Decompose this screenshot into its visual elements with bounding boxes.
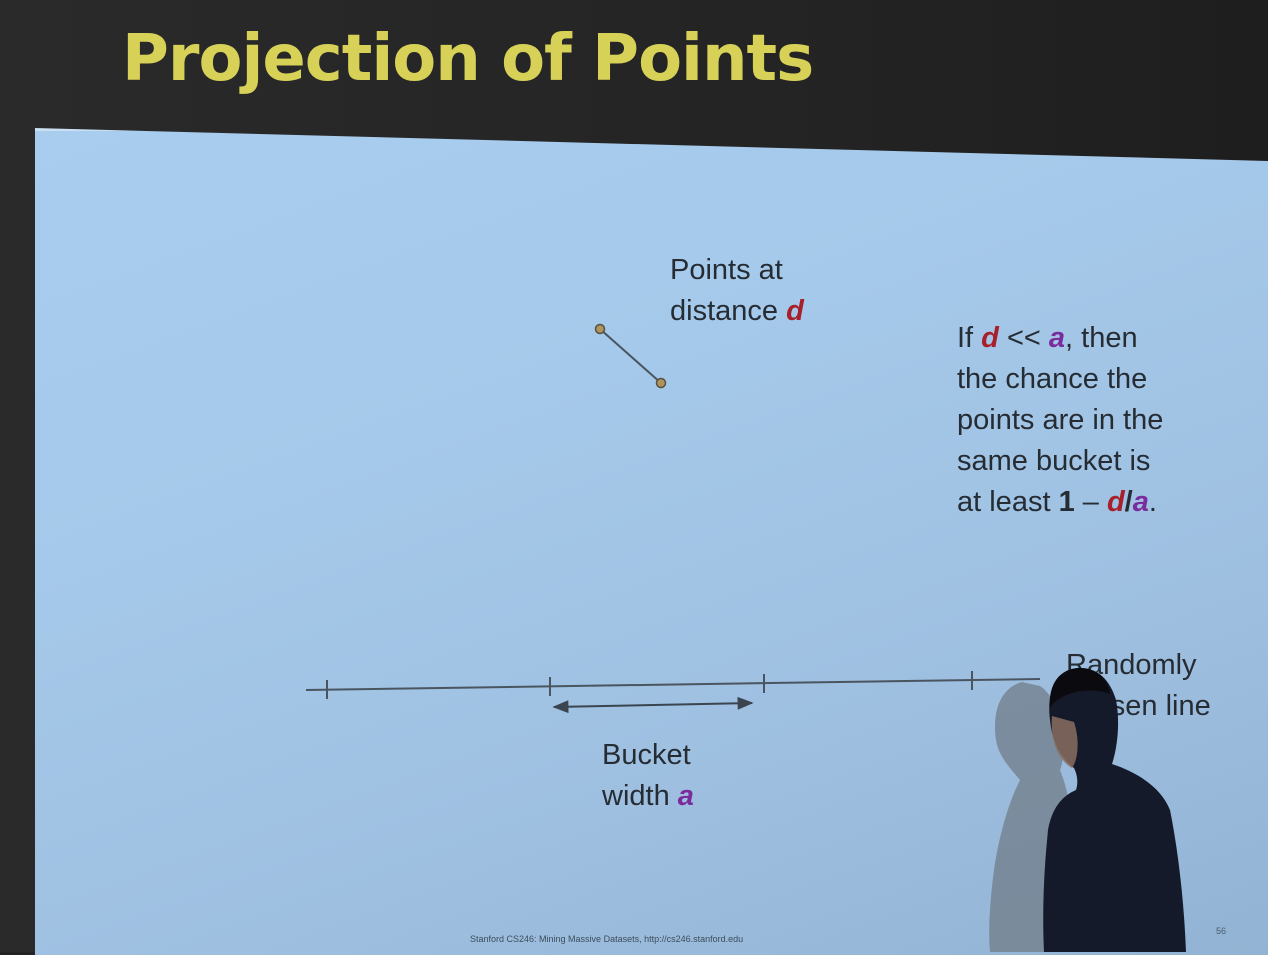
var-d: d xyxy=(1106,486,1125,518)
points-label-prefix: distance xyxy=(670,295,787,327)
presenter xyxy=(1043,668,1186,952)
condition-line5: at least 1 – d/a. xyxy=(957,482,1163,523)
condition-line4: same bucket is xyxy=(957,445,1151,477)
bucket-label-line1: Bucket xyxy=(602,739,691,771)
condition-at-least: at least xyxy=(957,486,1059,518)
condition-one: 1 xyxy=(1058,486,1075,518)
presenter-hair xyxy=(1049,668,1110,708)
points-label-line2: distance d xyxy=(670,291,804,332)
points-label: Points at distance d xyxy=(670,250,804,332)
condition-slash: / xyxy=(1124,486,1133,518)
points-label-line1: Points at xyxy=(670,254,783,286)
condition-then: , then xyxy=(1065,322,1138,354)
var-a: a xyxy=(677,780,694,812)
bucket-width-arrow xyxy=(552,696,754,714)
var-a: a xyxy=(1048,322,1066,354)
condition-line3: points are in the xyxy=(957,404,1164,436)
condition-period: . xyxy=(1148,486,1157,518)
bucket-label-line2: width a xyxy=(602,776,694,817)
presenter-face xyxy=(1051,716,1078,768)
condition-line2: the chance the xyxy=(957,363,1148,395)
point-two xyxy=(655,377,667,389)
condition-operator: << xyxy=(998,322,1049,354)
distance-segment xyxy=(599,328,662,384)
slide-title: Projection of Points xyxy=(122,22,814,96)
var-d: d xyxy=(981,322,999,354)
condition-text: If d << a, then the chance the points ar… xyxy=(957,318,1163,523)
random-line xyxy=(305,678,1041,691)
var-a: a xyxy=(1132,486,1149,518)
condition-if: If xyxy=(957,322,982,354)
point-one xyxy=(594,323,606,335)
slide-number: 56 xyxy=(1216,926,1227,936)
bucket-label: Bucket width a xyxy=(602,735,694,817)
slide-footer: Stanford CS246: Mining Massive Datasets,… xyxy=(470,934,744,944)
bucket-label-prefix: width xyxy=(602,780,678,812)
condition-dash: – xyxy=(1074,486,1107,518)
var-d: d xyxy=(786,295,804,327)
condition-line1: If d << a, then xyxy=(957,318,1163,359)
